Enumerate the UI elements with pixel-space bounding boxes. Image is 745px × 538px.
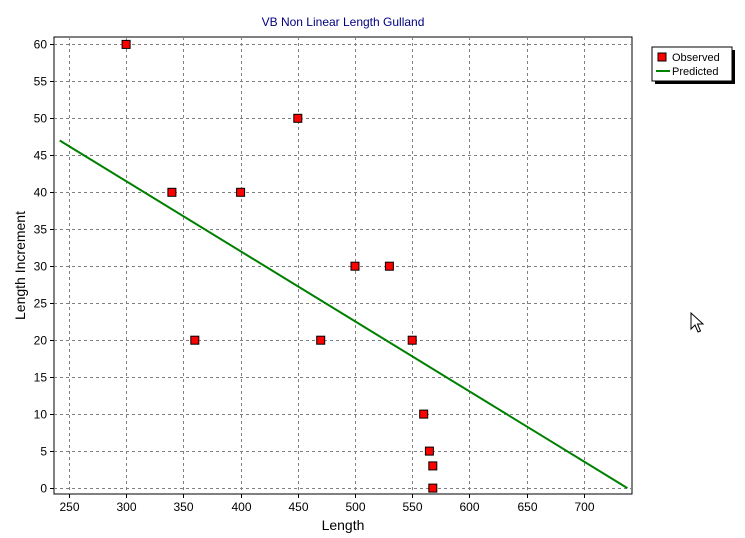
observed-point xyxy=(167,187,177,197)
observed-point xyxy=(190,335,200,345)
y-tick-label: 0 xyxy=(40,482,47,496)
y-tick-label: 55 xyxy=(34,75,48,89)
observed-point xyxy=(407,335,417,345)
x-tick-label: 250 xyxy=(59,500,79,514)
y-tick-label: 40 xyxy=(34,186,48,200)
legend-predicted-label: Predicted xyxy=(672,66,718,78)
y-tick-label: 50 xyxy=(34,112,48,126)
y-tick-label: 35 xyxy=(34,223,48,237)
observed-point xyxy=(384,261,394,271)
x-axis-label: Length xyxy=(322,517,365,533)
y-tick-label: 5 xyxy=(40,445,47,459)
observed-point xyxy=(419,409,429,419)
observed-point xyxy=(236,187,246,197)
observed-point xyxy=(428,461,438,471)
observed-point xyxy=(293,113,303,123)
y-tick-label: 20 xyxy=(34,334,48,348)
observed-point xyxy=(316,335,326,345)
x-tick-label: 600 xyxy=(459,500,479,514)
x-tick-label: 400 xyxy=(231,500,251,514)
y-tick-label: 25 xyxy=(34,297,48,311)
plot-area xyxy=(53,36,633,495)
observed-point xyxy=(350,261,360,271)
y-axis-label: Length Increment xyxy=(12,211,28,320)
predicted-line xyxy=(59,139,628,489)
x-tick-label: 700 xyxy=(574,500,594,514)
y-tick-label: 30 xyxy=(34,260,48,274)
y-tick-label: 15 xyxy=(34,371,48,385)
observed-point xyxy=(424,446,434,456)
x-tick-label: 450 xyxy=(288,500,308,514)
legend-observed-marker xyxy=(657,52,667,62)
y-tick-label: 10 xyxy=(34,408,48,422)
x-tick-label: 500 xyxy=(345,500,365,514)
legend-observed-label: Observed xyxy=(672,52,720,64)
y-tick-label: 45 xyxy=(34,149,48,163)
observed-point xyxy=(428,483,438,493)
x-tick-label: 300 xyxy=(116,500,136,514)
x-tick-label: 350 xyxy=(173,500,193,514)
x-tick-label: 650 xyxy=(517,500,537,514)
mouse-pointer-icon xyxy=(690,312,704,333)
y-tick-label: 60 xyxy=(34,38,48,52)
observed-point xyxy=(121,39,131,49)
x-tick-label: 550 xyxy=(402,500,422,514)
chart-title: VB Non Linear Length Gulland xyxy=(262,15,425,29)
